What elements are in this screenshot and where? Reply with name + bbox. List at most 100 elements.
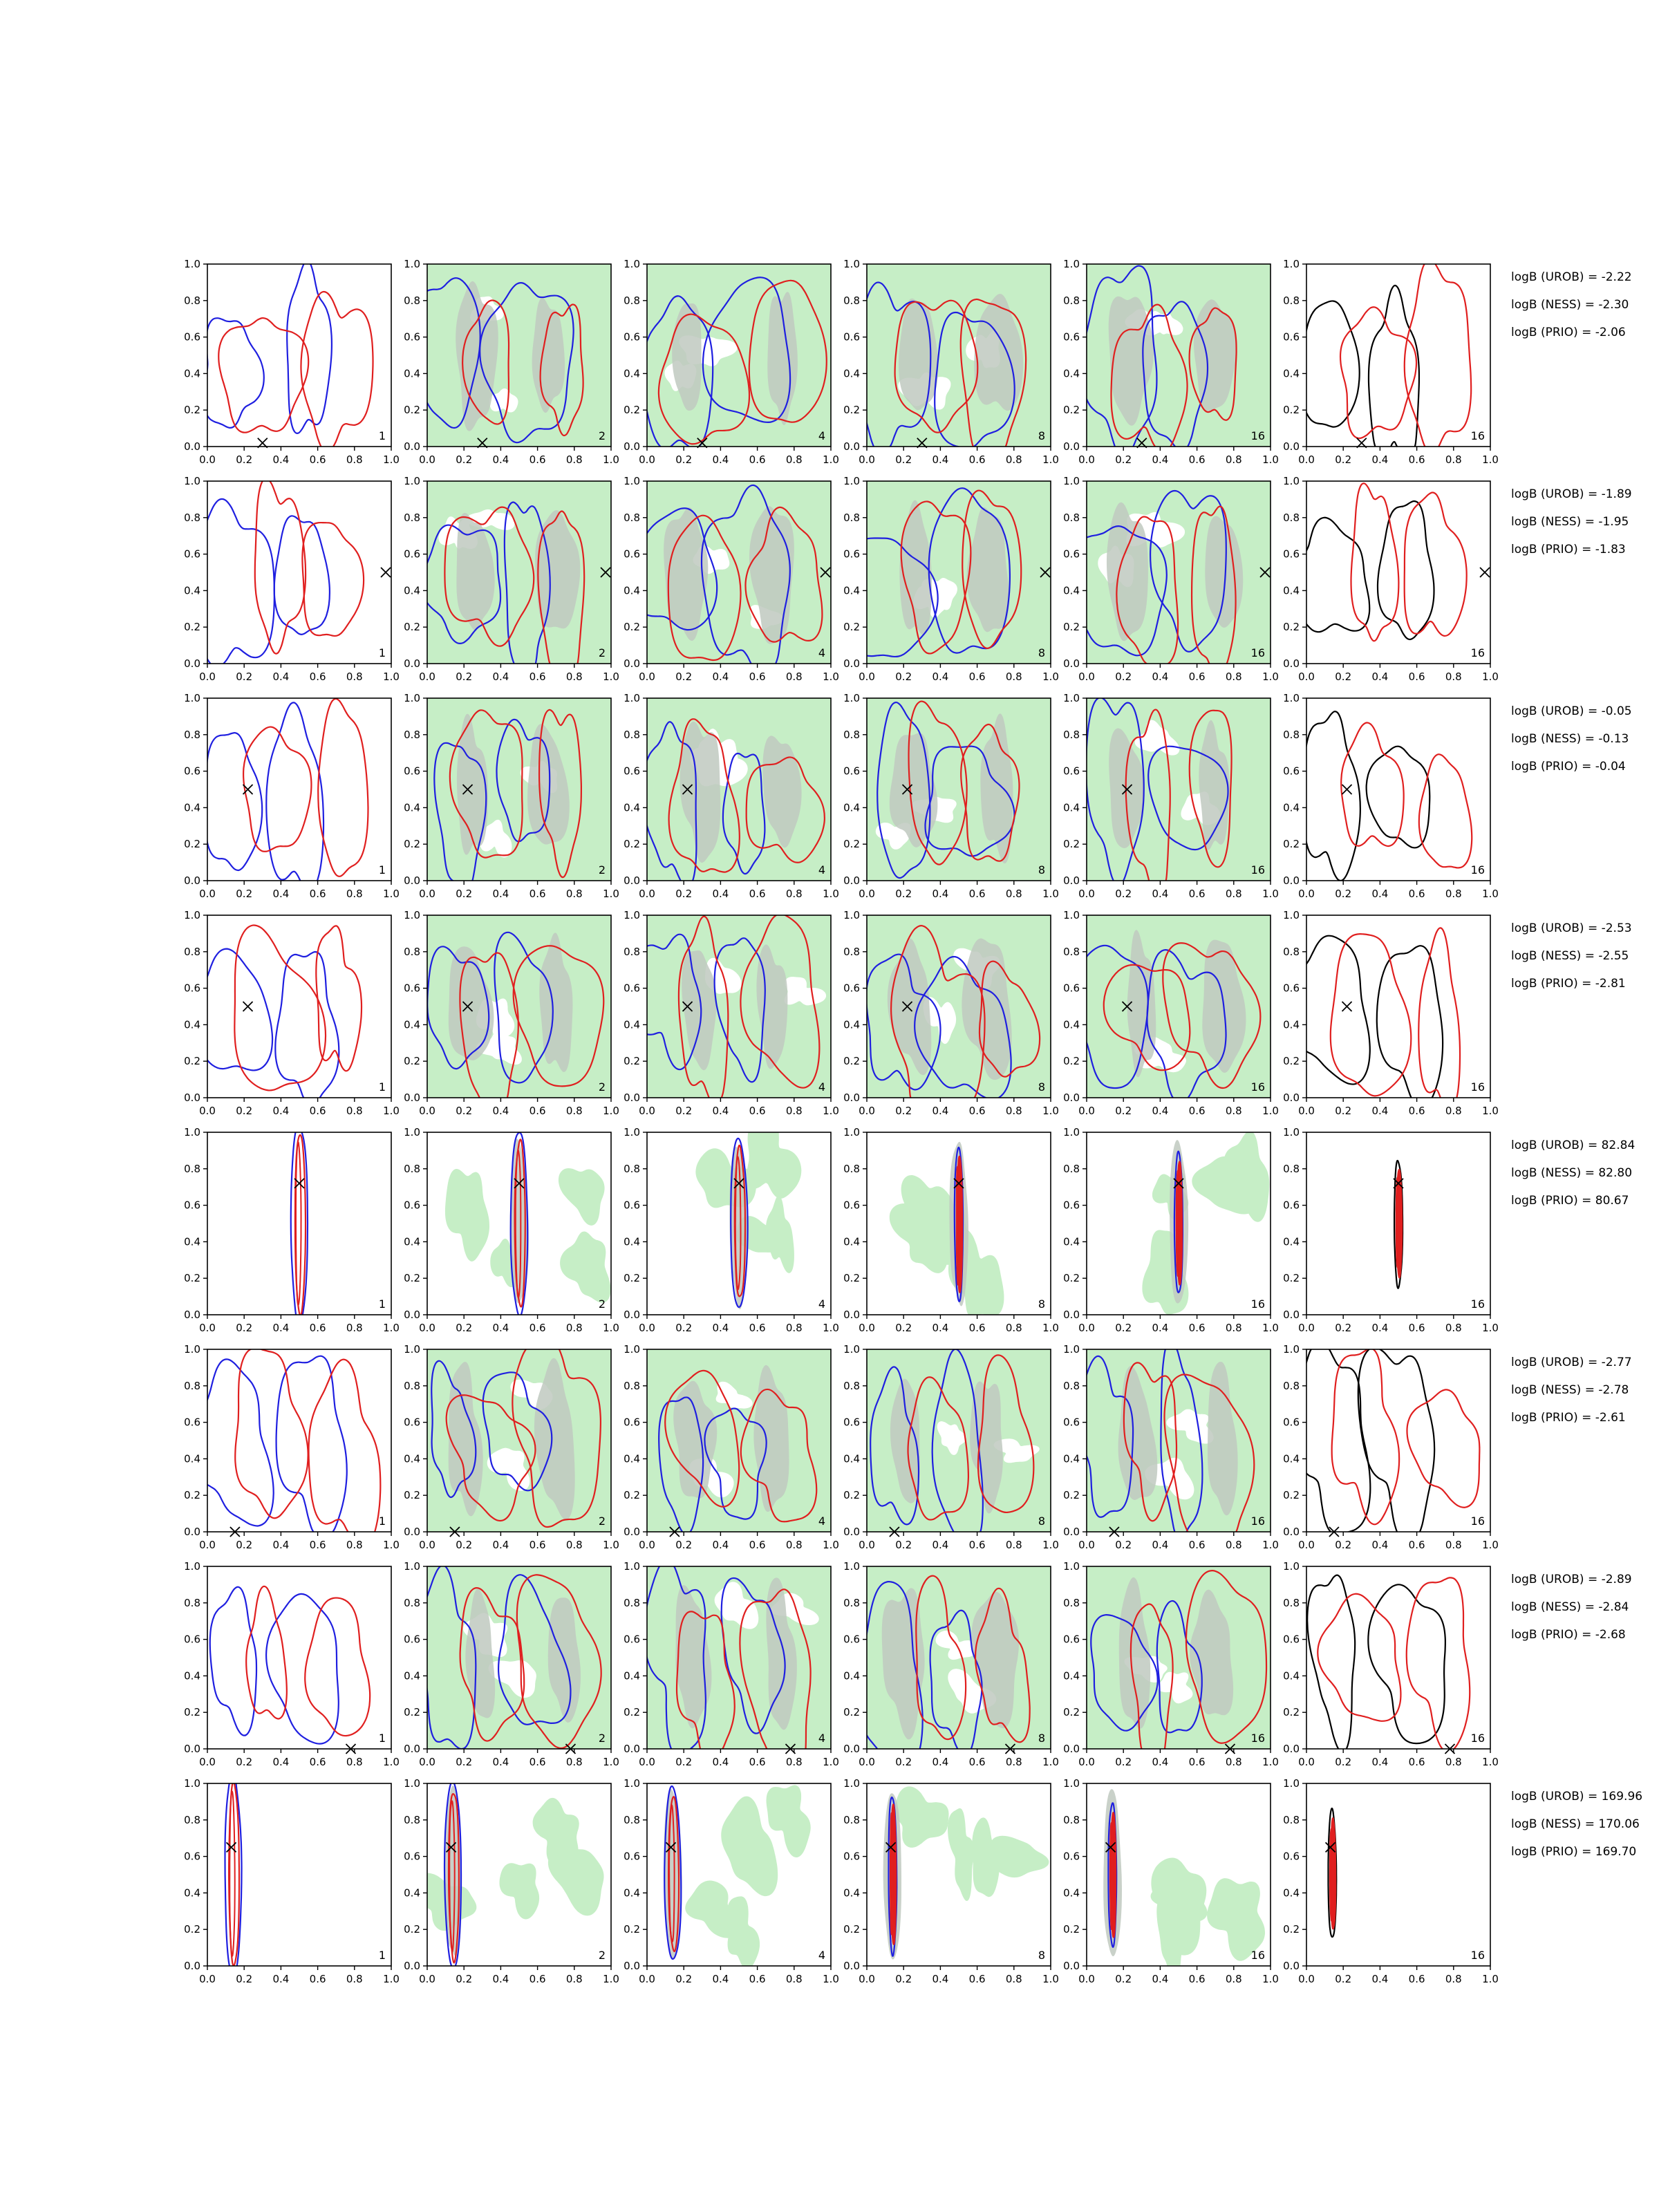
x-tick-label: 0.6	[310, 1322, 326, 1334]
dense-region	[1118, 1366, 1158, 1500]
panel-number: 16	[1471, 646, 1485, 659]
x-tick-label: 0.4	[932, 1973, 948, 1985]
panel-frame	[1086, 915, 1271, 1098]
x-tick-label: 0.6	[1409, 453, 1425, 466]
x-tick-label: 0.8	[1445, 1973, 1462, 1985]
x-tick-label: 0.0	[1298, 1973, 1315, 1985]
x-tick-label: 1.0	[1262, 888, 1279, 900]
x-tick-label: 1.0	[823, 671, 839, 683]
y-tick-label: 0.2	[184, 1055, 200, 1067]
panel-number: 2	[599, 1297, 606, 1311]
x-tick-label: 0.8	[566, 453, 583, 466]
x-tick-label: 0.0	[419, 1105, 435, 1117]
contour-blue	[509, 1132, 529, 1315]
y-tick-label: 0.6	[184, 1850, 200, 1863]
x-tick-label: 0.8	[346, 1756, 363, 1768]
x-tick-label: 0.4	[712, 1322, 729, 1334]
y-tick-label: 0.8	[1063, 729, 1080, 741]
y-tick-label: 0.6	[843, 765, 860, 778]
contour-red	[254, 481, 307, 655]
x-tick-label: 0.0	[639, 453, 655, 466]
contour-blue	[427, 1566, 477, 1749]
contour-blue	[713, 937, 766, 1083]
logb-value: logB (UROB) = 169.96	[1511, 1790, 1642, 1803]
x-tick-label: 1.0	[383, 1973, 400, 1985]
dense-region	[970, 1381, 1003, 1514]
x-tick-label: 1.0	[383, 453, 400, 466]
x-tick-label: 0.8	[1006, 671, 1022, 683]
dense-region	[962, 938, 1012, 1080]
contour-red	[1339, 306, 1418, 440]
contour-blue	[647, 1566, 707, 1749]
panel-frame	[646, 697, 832, 881]
contour-black	[1306, 1349, 1371, 1532]
panel-frame	[1306, 1349, 1491, 1533]
contour-blue	[286, 264, 333, 434]
y-tick-label: 0.4	[184, 367, 200, 379]
y-tick-label: 0.6	[1063, 765, 1080, 778]
panel-number: 4	[818, 646, 825, 659]
x-tick-label: 0.2	[1115, 1973, 1132, 1985]
panel-frame	[866, 1349, 1051, 1533]
contour-red	[740, 1388, 818, 1523]
dense-region	[980, 713, 1013, 864]
contour-red	[657, 313, 751, 445]
contour-red	[228, 1783, 241, 1966]
logb-value: logB (NESS) = 170.06	[1511, 1817, 1640, 1831]
contour-red	[1340, 722, 1405, 847]
y-tick-label: 1.0	[1283, 909, 1300, 921]
x-tick-label: 0.0	[1298, 888, 1315, 900]
fill-region	[867, 481, 1051, 664]
y-tick-label: 0.0	[843, 1091, 860, 1104]
x-tick-label: 1.0	[603, 671, 619, 683]
true-parameter-marker	[1479, 567, 1490, 578]
contour-red	[308, 1358, 382, 1532]
panel-contours	[1087, 1349, 1271, 1532]
x-tick-label: 0.0	[1298, 1322, 1315, 1334]
panel-r3-c6: 0.0 0.2 0.4 0.6 0.8 1.0 0.0 0.2 0.4 0.6 0.8 1.0 16	[1283, 692, 1499, 900]
y-tick-label: 0.4	[843, 801, 860, 814]
contour-red	[1329, 933, 1412, 1097]
x-tick-label: 0.6	[749, 671, 766, 683]
panel-number: 16	[1251, 429, 1265, 442]
panel-r6-c1: 0.0 0.2 0.4 0.6 0.8 1.0 0.0 0.2 0.4 0.6 0.8 1.0 1	[184, 1343, 400, 1551]
x-tick-label: 0.8	[566, 1539, 583, 1551]
fill-region	[532, 1797, 579, 1865]
panel-r8-c2: 0.0 0.2 0.4 0.6 0.8 1.0 0.0 0.2 0.4 0.6 0.8 1.0 2	[404, 1777, 619, 1985]
panel-frame	[1306, 263, 1491, 447]
panel-frame	[1086, 697, 1271, 881]
dense-region	[456, 512, 495, 630]
contour-red	[234, 1349, 309, 1519]
x-tick-label: 1.0	[1042, 888, 1059, 900]
x-tick-label: 0.6	[1189, 1105, 1206, 1117]
x-tick-label: 0.4	[492, 1322, 509, 1334]
x-tick-label: 0.4	[932, 1756, 948, 1768]
x-tick-label: 0.0	[639, 888, 655, 900]
x-tick-label: 1.0	[603, 1539, 619, 1551]
x-tick-label: 1.0	[383, 1105, 400, 1117]
x-tick-label: 0.0	[1078, 671, 1095, 683]
contour-blue	[1087, 525, 1168, 657]
contour-red	[449, 1800, 456, 1953]
y-tick-label: 0.6	[404, 1850, 420, 1863]
contour-red	[739, 1588, 812, 1749]
y-tick-label: 0.4	[843, 1018, 860, 1031]
x-tick-label: 1.0	[823, 888, 839, 900]
y-tick-label: 0.2	[843, 1706, 860, 1718]
x-tick-label: 0.4	[1152, 671, 1168, 683]
contour-blue	[647, 295, 714, 447]
y-tick-label: 1.0	[1283, 475, 1300, 487]
y-tick-label: 0.4	[1283, 801, 1300, 814]
y-tick-label: 0.2	[1283, 404, 1300, 416]
x-tick-label: 1.0	[1042, 1539, 1059, 1551]
panel-background	[1306, 1783, 1490, 1966]
contour-red	[218, 317, 310, 433]
x-tick-label: 0.0	[1078, 888, 1095, 900]
panel-r3-c5: 0.0 0.2 0.4 0.6 0.8 1.0 0.0 0.2 0.4 0.6 0.8 1.0 16	[1063, 692, 1279, 900]
x-tick-label: 0.2	[675, 1322, 692, 1334]
panel-contours	[427, 698, 611, 881]
x-tick-label: 0.0	[859, 1973, 875, 1985]
x-tick-label: 0.8	[346, 453, 363, 466]
y-tick-label: 0.4	[843, 1669, 860, 1682]
